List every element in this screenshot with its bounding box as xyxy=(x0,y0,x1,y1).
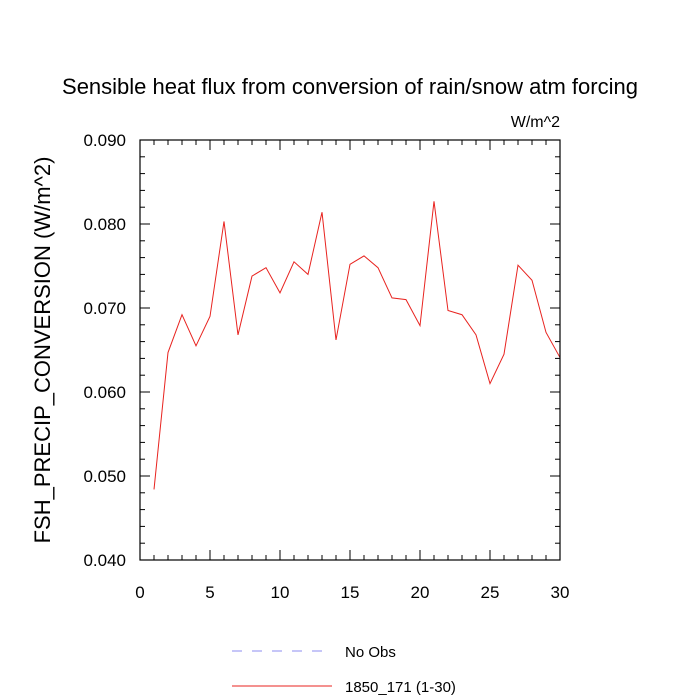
y-tick-label: 0.060 xyxy=(83,383,126,402)
x-tick-label: 10 xyxy=(271,583,290,602)
y-tick-label: 0.050 xyxy=(83,467,126,486)
y-tick-label: 0.070 xyxy=(83,299,126,318)
legend: No Obs 1850_171 (1-30) xyxy=(232,644,456,696)
units-label: W/m^2 xyxy=(511,114,560,131)
chart-title: Sensible heat flux from conversion of ra… xyxy=(62,74,638,99)
y-tick-label: 0.090 xyxy=(83,131,126,150)
x-tick-label: 25 xyxy=(481,583,500,602)
legend-label-1850-171: 1850_171 (1-30) xyxy=(345,679,456,696)
series-line xyxy=(153,201,561,490)
axis-tick-labels: 0 5 10 15 20 25 30 0.040 0.050 0.060 0.070 0.080 0.0… xyxy=(83,131,569,602)
x-tick-label: 0 xyxy=(135,583,144,602)
x-tick-label: 30 xyxy=(551,583,570,602)
x-tick-label: 20 xyxy=(411,583,430,602)
y-tick-label: 0.080 xyxy=(83,215,126,234)
x-tick-label: 15 xyxy=(341,583,360,602)
axis-ticks xyxy=(139,139,561,561)
y-axis-label: FSH_PRECIP_CONVERSION (W/m^2) xyxy=(30,157,55,544)
x-tick-label: 5 xyxy=(205,583,214,602)
plot-frame xyxy=(139,139,561,561)
legend-label-no-obs: No Obs xyxy=(345,644,396,661)
series-layer xyxy=(153,201,561,490)
y-tick-label: 0.040 xyxy=(83,551,126,570)
